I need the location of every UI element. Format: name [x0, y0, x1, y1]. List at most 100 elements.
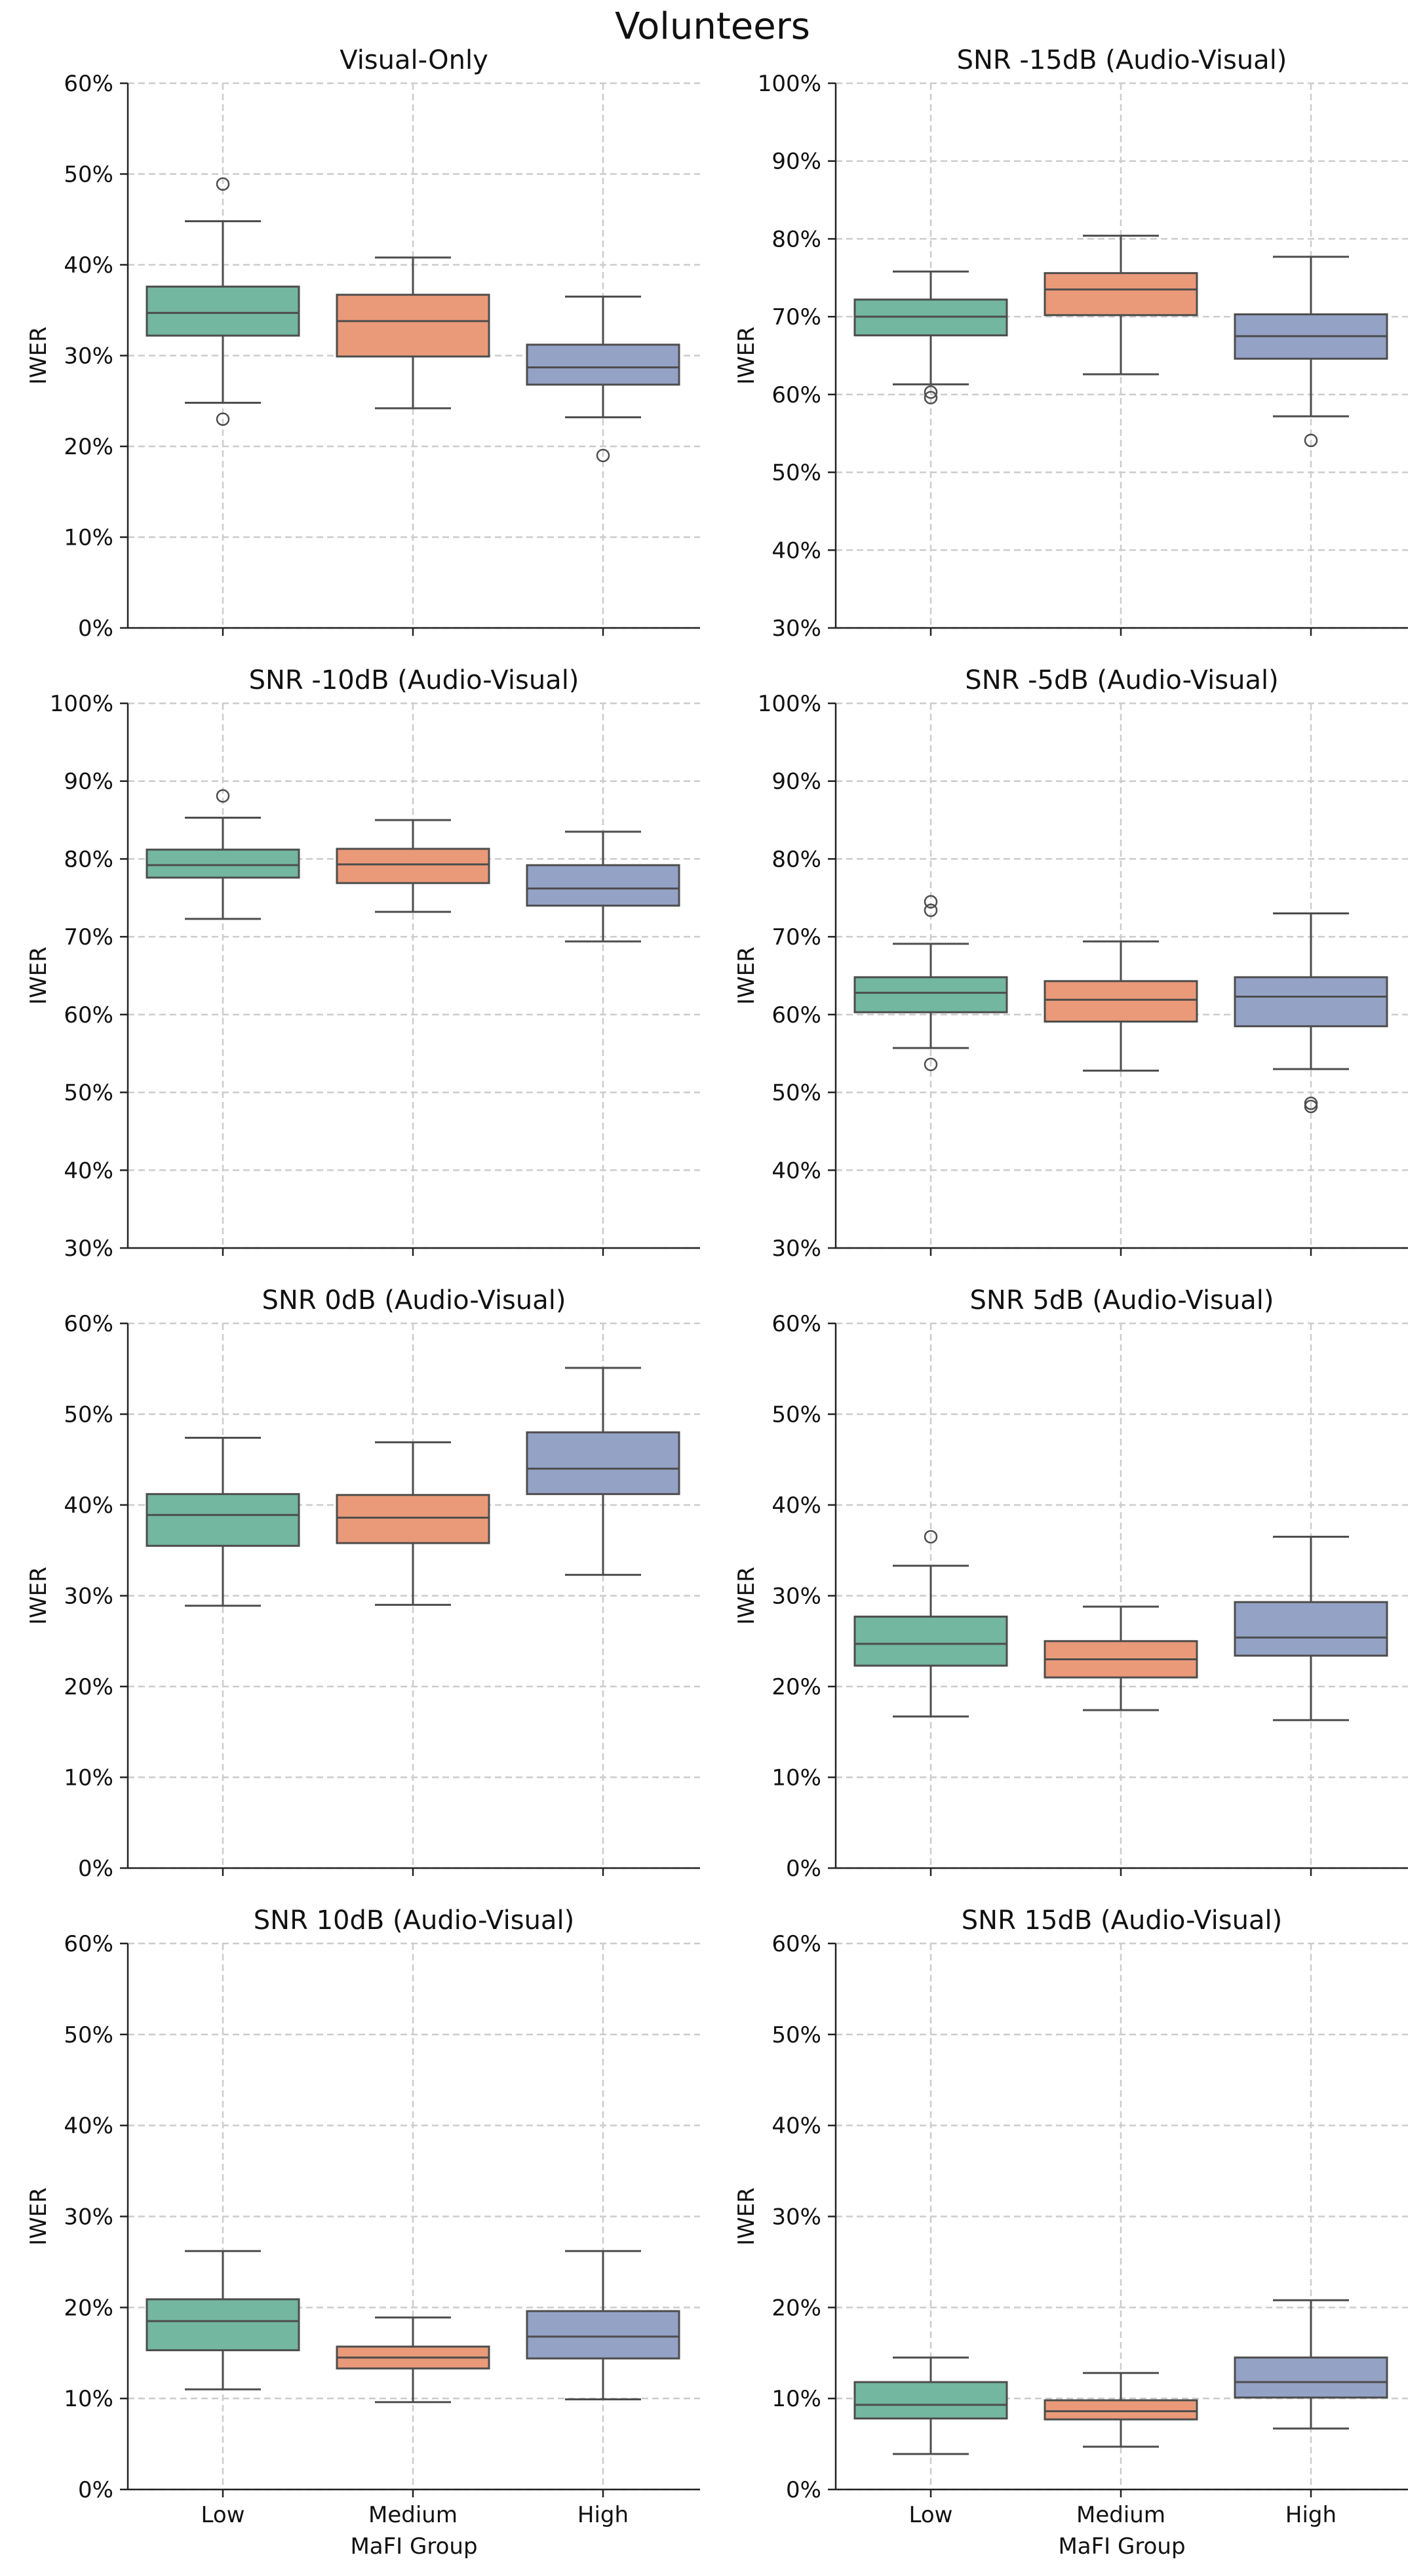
y-tick-label: 90%: [771, 769, 821, 795]
x-tick-label: High: [1285, 2502, 1337, 2528]
y-axis-label: IWER: [26, 2187, 52, 2246]
y-tick-label: 60%: [64, 71, 113, 97]
y-tick-label: 50%: [64, 2022, 113, 2048]
y-tick-label: 0%: [78, 1856, 113, 1882]
y-tick-label: 20%: [64, 2295, 113, 2321]
y-tick-label: 60%: [64, 1931, 113, 1957]
y-tick-label: 60%: [64, 1311, 113, 1337]
y-tick-label: 40%: [771, 1158, 821, 1184]
y-tick-label: 10%: [771, 1765, 821, 1791]
box-high: [526, 830, 680, 943]
y-tick-label: 0%: [786, 2477, 821, 2503]
y-tick-label: 40%: [771, 2113, 821, 2139]
y-tick-label: 20%: [64, 434, 113, 460]
outlier-point: [1304, 1099, 1318, 1114]
outlier-point: [924, 1530, 938, 1544]
box-medium: [336, 1441, 490, 1606]
subplot-title: SNR -5dB (Audio-Visual): [965, 665, 1278, 695]
y-tick-label: 40%: [771, 537, 821, 564]
y-tick-label: 30%: [64, 343, 113, 370]
y-tick-label: 30%: [771, 615, 821, 642]
outlier-point: [924, 385, 938, 399]
box-medium: [1044, 1605, 1198, 1711]
y-tick-label: 20%: [771, 2295, 821, 2321]
box-medium: [336, 2316, 490, 2404]
iqr-box: [146, 2298, 300, 2352]
box-high: [1234, 912, 1388, 1114]
subplot-8: 0% 10% 20% 30% 40% 50% 60% Low Medium High SNR 15d…: [733, 1905, 1408, 2560]
y-axis-label: IWER: [26, 1567, 52, 1625]
y-tick-label: 50%: [771, 460, 821, 486]
outlier-point: [216, 789, 230, 803]
y-tick-label: 90%: [771, 149, 821, 175]
y-tick-label: 60%: [771, 1931, 821, 1957]
y-tick-label: 10%: [64, 2386, 113, 2412]
y-tick-label: 30%: [64, 1584, 113, 1610]
y-tick-label: 30%: [64, 1236, 113, 1262]
y-tick-label: 30%: [771, 2204, 821, 2231]
box-low: [146, 177, 300, 426]
y-tick-label: 80%: [771, 226, 821, 252]
box-high: [1234, 256, 1388, 448]
iqr-box: [526, 2310, 680, 2360]
y-tick-label: 40%: [64, 1493, 113, 1519]
box-low: [146, 789, 300, 920]
iqr-box: [1234, 976, 1388, 1028]
y-tick-label: 60%: [771, 1002, 821, 1028]
y-tick-label: 40%: [64, 1158, 113, 1184]
y-axis-label: IWER: [733, 946, 760, 1005]
x-tick-label: Low: [201, 2502, 245, 2528]
iqr-box: [146, 848, 300, 879]
y-tick-label: 40%: [771, 1493, 821, 1519]
box-low: [146, 2250, 300, 2391]
y-tick-label: 80%: [771, 846, 821, 872]
outlier-point: [924, 1057, 938, 1072]
outlier-point: [216, 177, 230, 191]
y-tick-label: 30%: [64, 2204, 113, 2231]
y-tick-label: 30%: [771, 1584, 821, 1610]
iqr-box: [1234, 2356, 1388, 2399]
subplot-1: 0% 10% 20% 30% 40% 50% 60% Visual-Only IWER: [26, 45, 700, 642]
y-tick-label: 50%: [64, 1080, 113, 1106]
y-axis-label: IWER: [26, 326, 52, 385]
y-tick-label: 60%: [771, 1311, 821, 1337]
box-low: [853, 895, 1008, 1072]
y-tick-label: 50%: [771, 2022, 821, 2048]
y-tick-label: 50%: [64, 1402, 113, 1428]
box-low: [146, 1437, 300, 1607]
subplot-title: SNR 15dB (Audio-Visual): [962, 1905, 1282, 1936]
y-tick-label: 90%: [64, 769, 113, 795]
y-tick-label: 0%: [78, 615, 113, 642]
iqr-box: [146, 285, 300, 337]
box-high: [526, 295, 680, 463]
box-medium: [1044, 2371, 1198, 2448]
y-tick-label: 0%: [786, 1856, 821, 1882]
iqr-box: [853, 1615, 1008, 1667]
y-axis-label: IWER: [733, 1567, 760, 1625]
subplot-title: SNR 10dB (Audio-Visual): [254, 1905, 574, 1936]
subplot-7: 0% 10% 20% 30% 40% 50% 60% Low Medium High SNR 10d…: [26, 1905, 700, 2560]
y-tick-label: 30%: [771, 1236, 821, 1262]
outlier-point: [924, 895, 938, 908]
y-tick-label: 100%: [50, 691, 113, 717]
y-tick-label: 70%: [64, 924, 113, 950]
subplot-5: 0% 10% 20% 30% 40% 50% 60% SNR 0dB (Audio-Visua…: [26, 1285, 700, 1882]
box-high: [526, 2250, 680, 2401]
subplot-4: 30% 40% 50% 60% 70% 80% 90% 100% SNR -5dB (Audio…: [733, 665, 1408, 1262]
box-medium: [336, 819, 490, 913]
x-tick-label: Medium: [368, 2502, 458, 2528]
y-tick-label: 60%: [771, 382, 821, 408]
y-tick-label: 60%: [64, 1002, 113, 1028]
y-axis-label: IWER: [733, 2187, 760, 2246]
iqr-box: [336, 294, 490, 358]
subplot-2: 30% 40% 50% 60% 70% 80% 90% 100% SNR -15dB (Audi…: [733, 45, 1408, 642]
figure-title: Volunteers: [615, 5, 810, 48]
y-axis-label: IWER: [733, 326, 760, 385]
x-tick-label: Medium: [1076, 2502, 1165, 2528]
box-medium: [1044, 235, 1198, 376]
y-tick-label: 100%: [758, 71, 821, 97]
y-tick-label: 50%: [771, 1080, 821, 1106]
iqr-box: [526, 1431, 680, 1495]
iqr-box: [1234, 1601, 1388, 1657]
